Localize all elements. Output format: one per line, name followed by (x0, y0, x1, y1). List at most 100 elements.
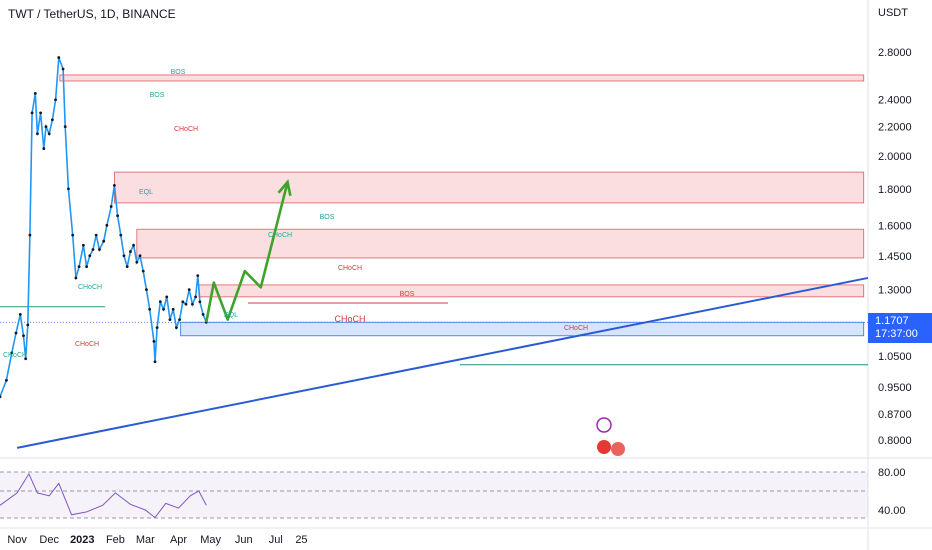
ytick-2: 2.2000 (878, 122, 912, 134)
annotation-2: CHoCH (174, 126, 198, 133)
price-point-30 (98, 248, 101, 251)
price-point-1 (5, 378, 8, 382)
price-point-3 (14, 331, 18, 335)
price-point-8 (28, 233, 32, 237)
price-point-31 (102, 239, 106, 243)
rsi-ytick-0: 80.00 (878, 467, 906, 479)
xtick-7: Jun (235, 534, 253, 546)
projection-path (205, 181, 289, 323)
price-point-42 (138, 254, 142, 258)
annotation-11: CHoCH (78, 284, 102, 291)
price-point-49 (158, 300, 162, 304)
price-point-48 (155, 326, 159, 330)
price-point-47 (153, 360, 157, 364)
price-point-53 (171, 307, 175, 311)
ytick-9: 0.9500 (878, 382, 912, 394)
price-point-16 (50, 118, 54, 122)
annotation-6: CHoCH (338, 265, 362, 272)
ytick-8: 1.0500 (878, 351, 912, 363)
price-point-52 (168, 318, 172, 322)
rsi-band (0, 472, 868, 518)
ytick-7: 1.3000 (878, 285, 912, 297)
xtick-2: 2023 (70, 534, 94, 546)
price-point-25 (81, 243, 85, 247)
flag-icon-2 (611, 442, 625, 456)
xtick-5: Apr (170, 534, 187, 546)
price-point-43 (141, 269, 145, 273)
price-point-21 (67, 187, 70, 191)
price-point-44 (145, 288, 148, 292)
xtick-0: Nov (7, 534, 27, 546)
price-point-6 (24, 357, 28, 361)
annotation-8: BOS (400, 291, 415, 298)
price-point-57 (184, 302, 188, 306)
xtick-3: Feb (106, 534, 125, 546)
lightning-icon (596, 417, 612, 433)
price-point-28 (91, 248, 95, 251)
currency-label: USDT (878, 7, 908, 19)
price-point-20 (63, 125, 67, 129)
price-point-19 (61, 67, 65, 71)
price-point-17 (54, 98, 57, 102)
trendline (16, 276, 869, 449)
price-point-12 (39, 111, 43, 115)
ytick-0: 2.8000 (878, 47, 912, 59)
price-point-39 (129, 250, 132, 253)
projection-arrowhead (277, 179, 292, 197)
last-price-value: 1.1707 (875, 315, 909, 327)
rsi-ytick-1: 40.00 (878, 505, 906, 517)
price-point-27 (88, 254, 92, 258)
price-point-29 (94, 233, 98, 237)
countdown-value: 17:37:00 (875, 328, 918, 340)
price-point-11 (36, 132, 39, 136)
annotation-12: CHoCH (75, 341, 99, 348)
zone-2 (136, 228, 865, 259)
zone-0 (59, 74, 865, 82)
ytick-10: 0.8700 (878, 409, 912, 421)
xtick-6: May (200, 534, 221, 546)
price-point-36 (119, 233, 123, 237)
price-point-34 (112, 184, 116, 187)
zone-4 (180, 321, 865, 337)
price-point-55 (178, 318, 181, 322)
price-point-32 (105, 223, 109, 227)
price-series-line (0, 57, 208, 397)
xtick-4: Mar (136, 534, 155, 546)
xtick-9: 25 (295, 534, 307, 546)
ytick-6: 1.4500 (878, 251, 912, 263)
price-point-13 (42, 147, 46, 150)
price-point-51 (165, 295, 169, 299)
price-point-37 (122, 254, 126, 258)
zone-1 (113, 171, 865, 204)
price-point-50 (162, 307, 165, 311)
ytick-5: 1.6000 (878, 220, 912, 232)
price-point-45 (148, 307, 152, 311)
annotation-5: BOS (320, 214, 335, 221)
price-point-26 (85, 265, 88, 269)
ytick-4: 1.8000 (878, 184, 912, 196)
annotation-0: BOS (171, 69, 186, 76)
rsi-line (0, 472, 207, 519)
price-point-58 (187, 288, 191, 292)
xtick-1: Dec (39, 534, 59, 546)
price-point-10 (33, 91, 37, 95)
price-point-61 (196, 274, 200, 278)
xtick-8: Jul (269, 534, 283, 546)
price-point-62 (198, 300, 202, 304)
annotation-13: CHoCH (564, 325, 588, 332)
price-point-33 (109, 205, 113, 208)
price-point-22 (71, 233, 75, 237)
price-point-59 (191, 302, 194, 306)
price-point-4 (18, 313, 22, 316)
price-point-46 (152, 339, 156, 343)
annotation-1: BOS (150, 92, 165, 99)
last-price-tag: 1.1707 17:37:00 (868, 313, 932, 343)
price-point-35 (116, 214, 119, 218)
ytick-11: 0.8000 (878, 435, 912, 447)
price-point-5 (22, 334, 25, 338)
zone-3 (198, 284, 865, 298)
price-point-54 (174, 326, 178, 330)
price-point-2 (10, 351, 14, 355)
chart-title: TWT / TetherUS, 1D, BINANCE (8, 7, 176, 21)
